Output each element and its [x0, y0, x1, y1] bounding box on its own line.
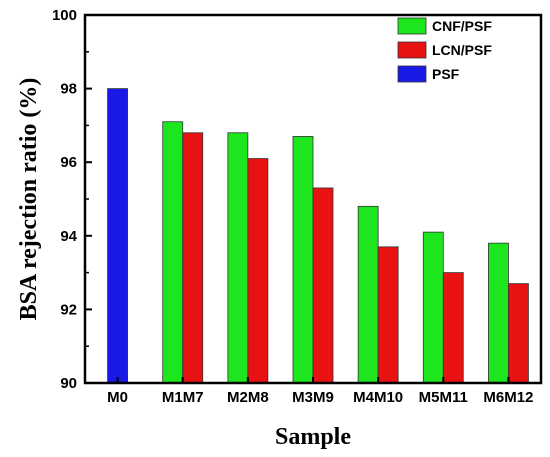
x-axis-title: Sample	[275, 424, 351, 450]
legend-swatch	[397, 17, 427, 35]
x-tick-label: M4M10	[353, 389, 403, 406]
bar-m5m11-cnf-psf	[422, 231, 444, 384]
y-tick-label: 94	[60, 228, 77, 245]
x-axis: M0 M1M7 M2M8 M3M9 M4M10 M5M11 M6M12	[107, 377, 533, 406]
bar-m6m12-lcn-psf	[508, 283, 529, 384]
x-tick-label: M2M8	[227, 389, 269, 406]
bar-m1m7-lcn-psf	[182, 132, 204, 384]
bar-m2m8-cnf-psf	[227, 132, 249, 384]
x-tick-label: M1M7	[162, 389, 204, 406]
bar-m5m11-lcn-psf	[442, 272, 464, 384]
x-tick-label: M5M11	[419, 389, 468, 406]
y-tick-label: 96	[60, 154, 77, 171]
bar-m6m12-cnf-psf	[488, 242, 509, 384]
legend-swatch	[397, 65, 427, 83]
y-tick-label: 90	[60, 375, 77, 392]
y-tick-label: 92	[60, 301, 77, 318]
legend-label: PSF	[432, 66, 460, 82]
y-tick-label: 98	[60, 81, 77, 98]
y-tick-label: 100	[52, 7, 77, 24]
y-axis: 90 92 94 96 98 100	[52, 7, 92, 392]
bar-m1m7-cnf-psf	[162, 121, 184, 384]
bar-m3m9-cnf-psf	[292, 136, 314, 384]
x-tick-label: M6M12	[483, 389, 533, 406]
bar-m4m10-lcn-psf	[377, 246, 399, 384]
bar-m3m9-lcn-psf	[312, 187, 334, 384]
legend: CNF/PSF LCN/PSF PSF	[397, 17, 492, 83]
legend-label: LCN/PSF	[432, 42, 492, 58]
x-tick-label: M0	[107, 389, 128, 406]
legend-label: CNF/PSF	[432, 18, 492, 34]
bar-m0-psf	[107, 88, 128, 384]
x-tick-label: M3M9	[292, 389, 334, 406]
bar-m4m10-cnf-psf	[357, 205, 379, 384]
bars-layer	[107, 88, 529, 384]
bar-m2m8-lcn-psf	[247, 158, 269, 384]
legend-swatch	[397, 41, 427, 59]
y-axis-title: BSA rejection ratio (%)	[16, 78, 42, 321]
